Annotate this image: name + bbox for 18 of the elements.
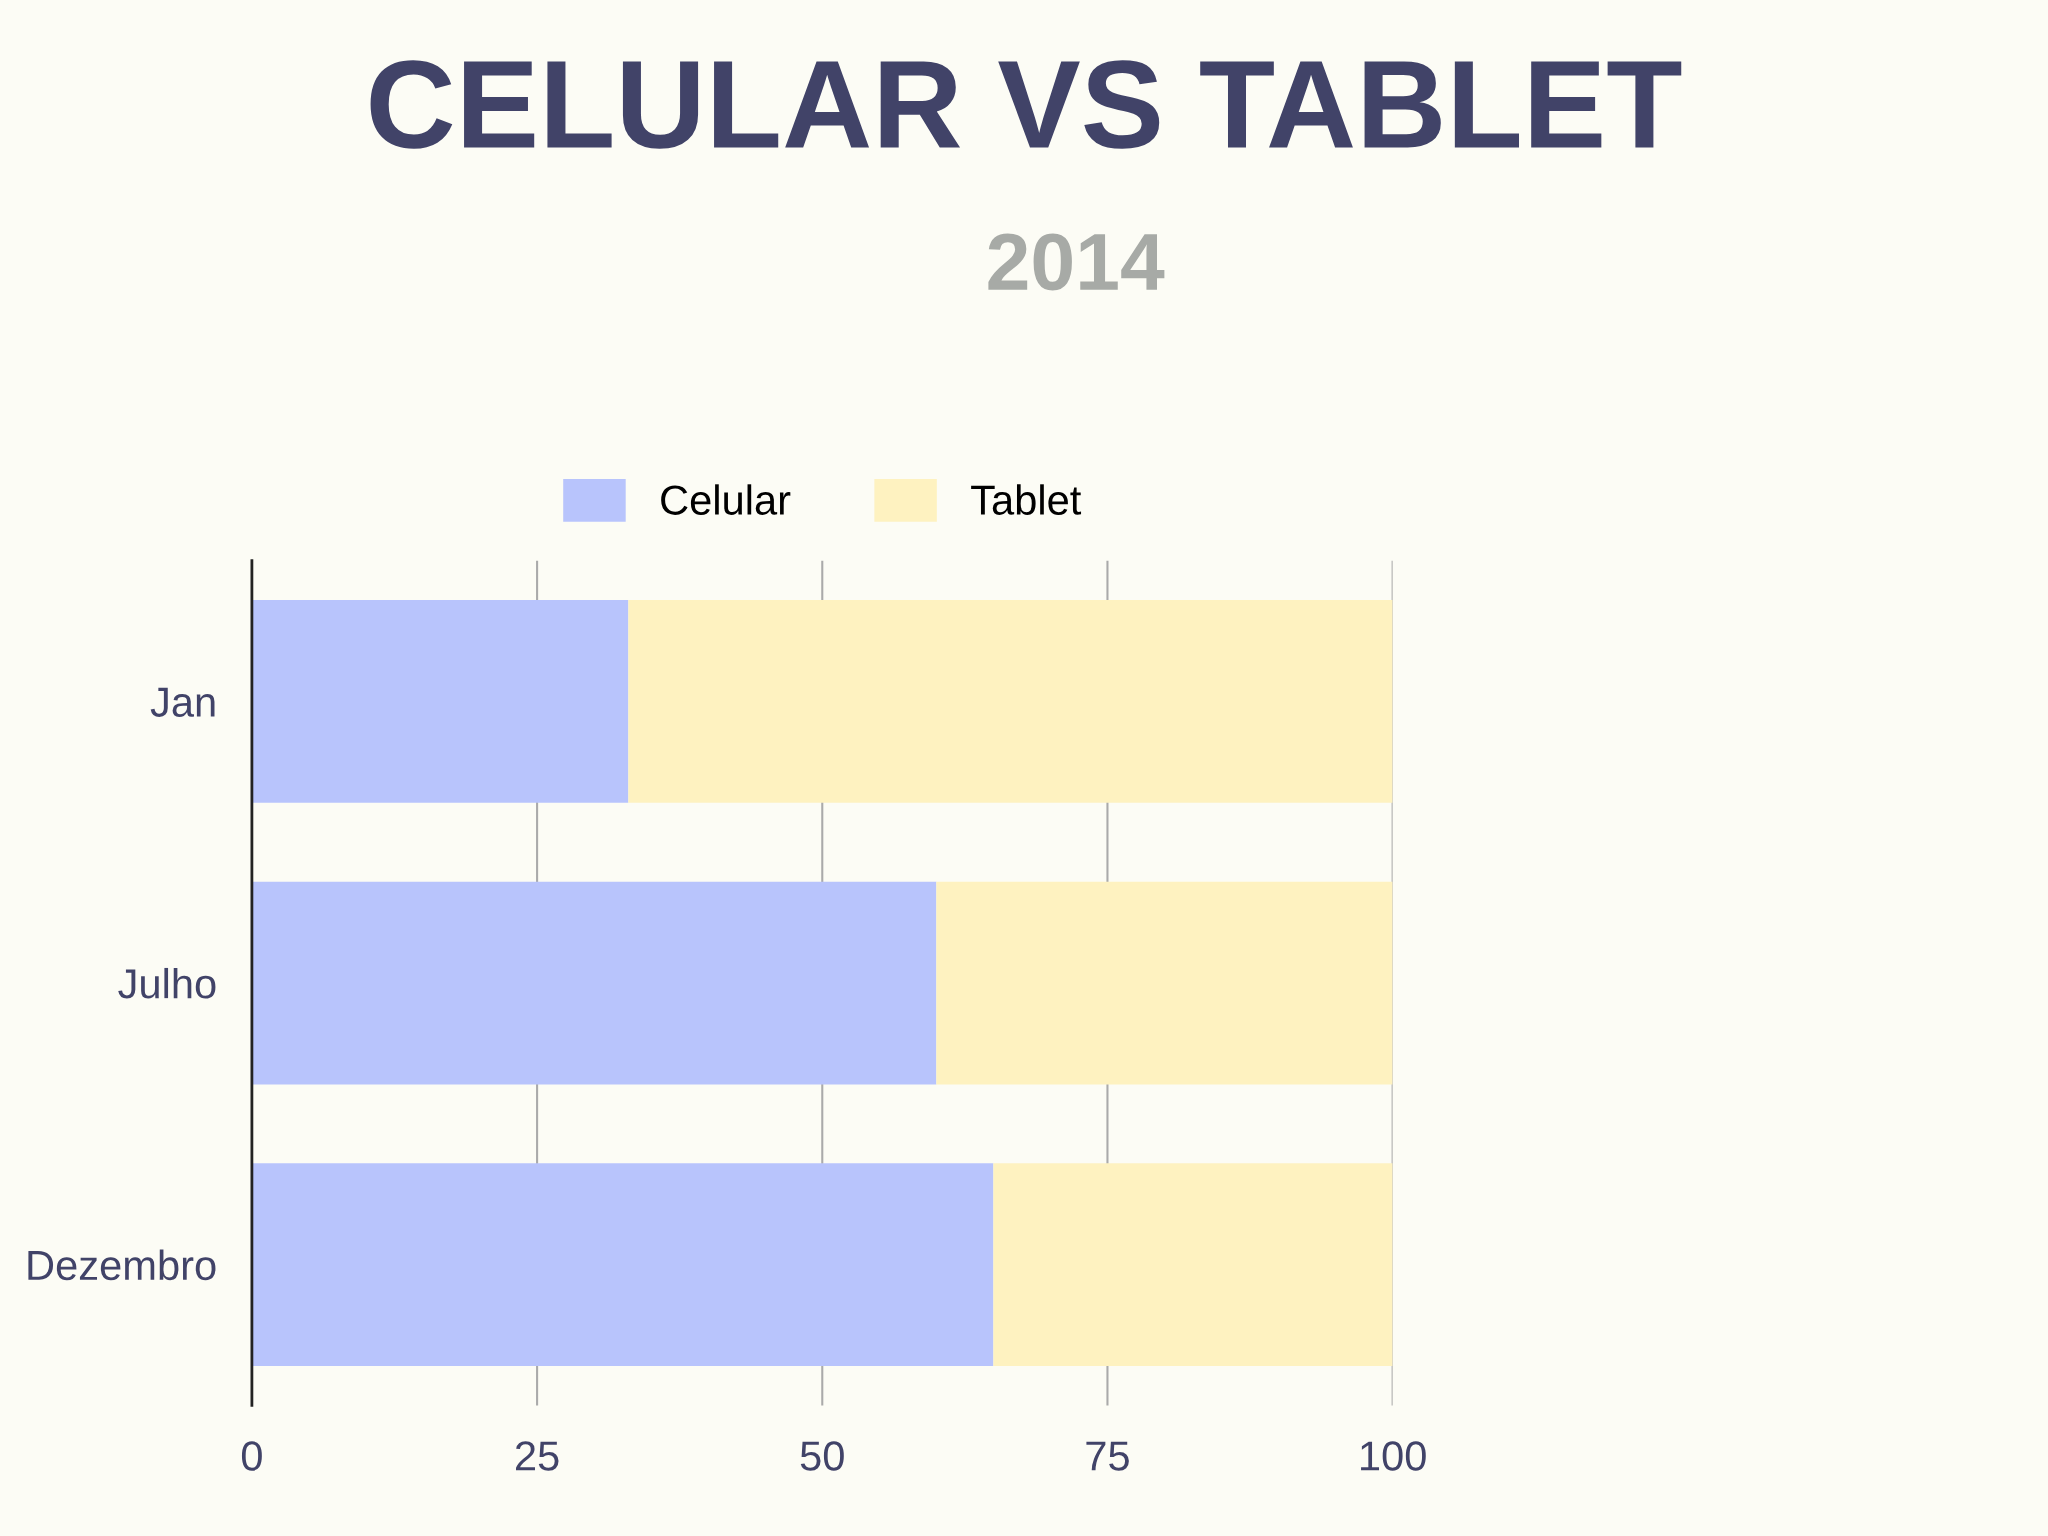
y-tick-label: Jan (150, 687, 215, 717)
bar (628, 600, 1393, 803)
x-tick-label: 50 (800, 1441, 844, 1471)
x-tick-label: 100 (1361, 1441, 1426, 1471)
bar (251, 881, 937, 1085)
chart-title: CELULAR VS TABLET (370, 60, 1682, 149)
legend-label: Celular (661, 484, 791, 515)
y-tick-label: Dezembro (28, 1249, 216, 1281)
bar (936, 881, 1393, 1085)
bar (993, 1163, 1393, 1367)
x-tick-label: 75 (1086, 1441, 1129, 1471)
bar (251, 1163, 994, 1367)
x-tick-label: 25 (516, 1441, 559, 1471)
x-tick-label: 0 (241, 1441, 262, 1471)
chart-subtitle: 2014 (988, 233, 1165, 291)
bar (251, 600, 629, 803)
y-tick-label: Julho (118, 967, 216, 999)
legend-label: Tablet (971, 484, 1082, 515)
